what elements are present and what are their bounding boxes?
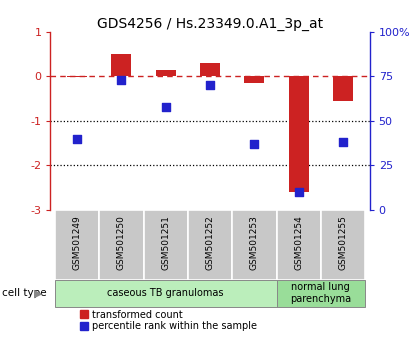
Bar (99, 210, 144, 280)
Bar (67, 76, 87, 77)
Bar (55, 210, 99, 280)
Text: GSM501251: GSM501251 (161, 215, 170, 270)
Bar (156, 70, 176, 76)
Point (207, 82, 213, 88)
Title: GDS4256 / Hs.23349.0.A1_3p_at: GDS4256 / Hs.23349.0.A1_3p_at (97, 17, 323, 31)
Bar (111, 54, 131, 76)
Text: GSM501253: GSM501253 (250, 215, 259, 270)
Text: GSM501249: GSM501249 (73, 215, 81, 269)
Text: GSM501255: GSM501255 (339, 215, 347, 270)
Bar (321, 210, 365, 280)
Point (340, 139, 346, 145)
Bar (55, 280, 276, 307)
Bar (333, 76, 353, 101)
Text: GSM501252: GSM501252 (205, 215, 215, 269)
Point (162, 104, 169, 109)
Text: GSM501254: GSM501254 (294, 215, 303, 269)
Bar (144, 210, 188, 280)
Bar (289, 76, 309, 192)
Text: normal lung
parenchyma: normal lung parenchyma (290, 282, 352, 304)
Point (118, 77, 125, 83)
Text: GSM501250: GSM501250 (117, 215, 126, 270)
Legend: transformed count, percentile rank within the sample: transformed count, percentile rank withi… (81, 309, 257, 331)
Bar (200, 63, 220, 76)
Text: caseous TB granulomas: caseous TB granulomas (108, 288, 224, 298)
Point (74, 136, 80, 142)
Bar (276, 280, 365, 307)
Text: cell type: cell type (2, 288, 47, 298)
Point (295, 189, 302, 195)
Bar (232, 210, 276, 280)
Bar (244, 76, 264, 83)
Bar (188, 210, 232, 280)
Point (251, 141, 258, 147)
Bar (276, 210, 321, 280)
Text: ▶: ▶ (34, 288, 42, 298)
